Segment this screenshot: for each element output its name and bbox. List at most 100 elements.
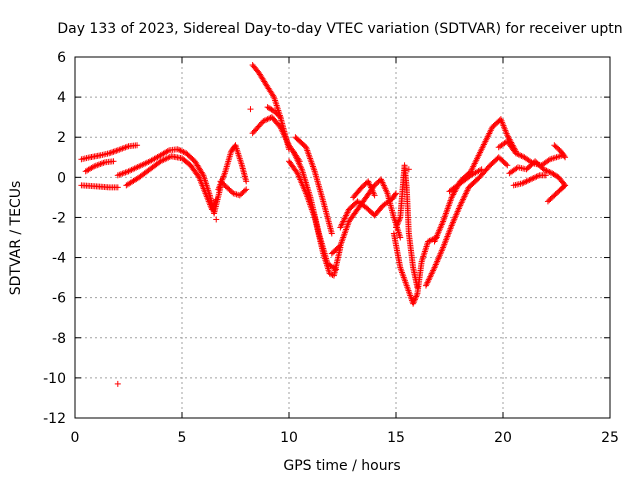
data-point [518, 152, 525, 159]
x-tick-label: 20 [494, 430, 512, 446]
y-tick-label: -8 [52, 331, 66, 347]
data-point [179, 148, 185, 155]
data-point [397, 234, 404, 241]
data-point [529, 175, 536, 182]
grid [75, 57, 610, 418]
data-point [533, 173, 540, 180]
outlier-point [405, 166, 412, 173]
data-point [392, 191, 399, 198]
data-points [78, 62, 569, 387]
data-point [212, 197, 219, 204]
data-point [411, 296, 418, 303]
x-axis-ticks: 0 5 10 15 20 25 [71, 57, 619, 446]
data-point [504, 162, 511, 169]
data-point [243, 186, 250, 193]
data-point [371, 192, 378, 199]
data-point [89, 164, 96, 171]
data-point [411, 297, 418, 304]
y-tick-label: -10 [43, 371, 66, 387]
data-point [107, 149, 114, 156]
data-point [208, 206, 215, 213]
data-point [544, 168, 551, 175]
x-axis-label: GPS time / hours [283, 458, 400, 474]
x-tick-label: 5 [178, 430, 187, 446]
data-point [410, 300, 417, 307]
data-point [270, 92, 277, 99]
data-point [114, 184, 121, 191]
data-point [177, 147, 184, 154]
data-point [111, 148, 118, 155]
data-point [276, 112, 283, 119]
plot-frame [74, 56, 611, 419]
y-tick-label: 0 [57, 170, 66, 186]
data-point [394, 221, 401, 228]
data-point [277, 114, 284, 121]
data-point [413, 292, 420, 299]
y-tick-label: 2 [57, 130, 66, 146]
x-tick-label: 15 [387, 430, 405, 446]
data-point [212, 199, 219, 206]
data-point [328, 230, 335, 237]
data-point [241, 187, 248, 194]
data-point [425, 238, 432, 245]
data-point [503, 161, 510, 168]
data-point [560, 183, 567, 190]
data-point [393, 223, 400, 230]
y-tick-label: -6 [52, 291, 66, 307]
data-point [211, 200, 218, 207]
data-point [542, 166, 549, 173]
data-point [109, 149, 116, 156]
data-point [542, 172, 549, 179]
data-point [478, 166, 485, 173]
data-point [561, 153, 568, 160]
data-point [426, 237, 433, 244]
data-point [209, 204, 216, 211]
data-point [562, 182, 569, 189]
y-tick-label: 6 [57, 50, 66, 66]
data-point [261, 117, 268, 124]
data-point [176, 146, 183, 153]
data-point [519, 180, 526, 187]
x-tick-label: 25 [601, 430, 619, 446]
data-point [523, 178, 530, 185]
data-point [547, 169, 554, 176]
y-tick-label: -4 [52, 251, 66, 267]
outlier-point [114, 380, 121, 387]
data-point [545, 157, 552, 164]
data-point [412, 294, 419, 301]
data-point [210, 203, 217, 210]
data-point [512, 150, 519, 157]
data-point [532, 174, 539, 181]
data-point [260, 118, 267, 125]
data-point [199, 170, 206, 177]
data-point [546, 168, 553, 175]
chart-title: Day 133 of 2023, Sidereal Day-to-day VTE… [57, 21, 622, 37]
data-point [110, 148, 117, 155]
data-point [174, 146, 181, 153]
y-axis-label: SDTVAR / TECUs [8, 181, 24, 296]
data-point [524, 177, 531, 184]
data-point [514, 150, 521, 157]
data-point [263, 116, 270, 123]
outlier-point [213, 216, 220, 223]
data-point [526, 177, 533, 184]
y-axis-ticks: -12 -10 -8 -6 -4 -2 0 2 4 6 [43, 50, 610, 427]
data-point [213, 196, 220, 203]
data-point [562, 154, 569, 161]
y-tick-label: 4 [57, 90, 66, 106]
data-point [210, 202, 217, 209]
data-point [113, 147, 120, 154]
data-point [106, 150, 113, 157]
data-point [395, 218, 402, 225]
data-point [520, 179, 527, 186]
data-point [534, 172, 541, 179]
data-point [110, 158, 117, 165]
data-point [394, 220, 401, 227]
data-point [396, 217, 403, 224]
data-point [522, 179, 529, 186]
data-point [393, 190, 399, 197]
data-point [393, 224, 399, 231]
data-point [517, 152, 524, 159]
x-tick-label: 0 [71, 430, 80, 446]
